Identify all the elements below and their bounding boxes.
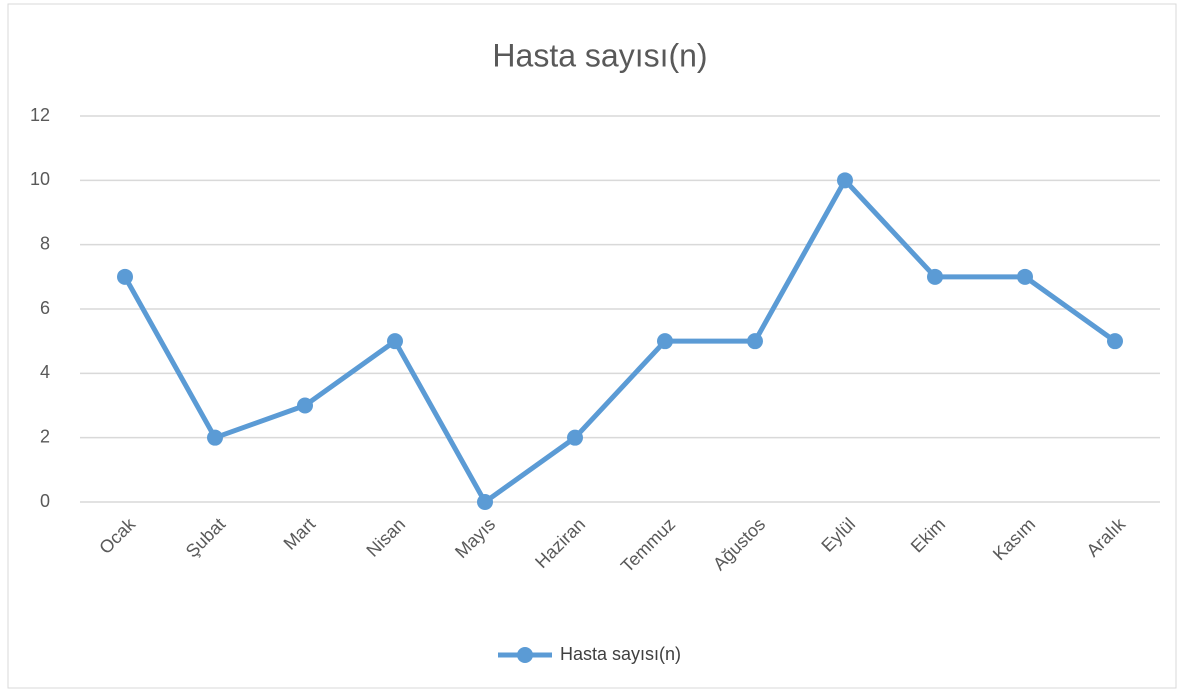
point-marker — [477, 494, 493, 510]
point-marker — [207, 429, 223, 446]
legend-label: Hasta sayısı(n) — [560, 644, 681, 664]
legend-marker — [517, 647, 533, 663]
y-tick-label: 2 — [40, 426, 50, 446]
y-tick-label: 12 — [30, 105, 50, 125]
point-marker — [387, 333, 403, 350]
chart-frame — [7, 3, 1177, 689]
point-marker — [657, 333, 673, 350]
point-marker — [117, 268, 133, 285]
point-marker — [927, 268, 943, 285]
series-line — [122, 177, 1117, 505]
point-marker — [297, 397, 313, 414]
y-tick-label: 6 — [40, 298, 50, 318]
point-marker — [837, 172, 853, 189]
point-marker — [747, 333, 763, 350]
y-tick-label: 0 — [40, 491, 50, 511]
point-marker — [1017, 268, 1033, 285]
y-tick-label: 10 — [30, 169, 50, 189]
y-tick-label: 4 — [40, 362, 50, 382]
y-tick-label: 8 — [40, 233, 50, 253]
point-marker — [567, 429, 583, 446]
chart-title: Hasta sayısı(n) — [492, 37, 707, 73]
point-marker — [1107, 333, 1123, 350]
